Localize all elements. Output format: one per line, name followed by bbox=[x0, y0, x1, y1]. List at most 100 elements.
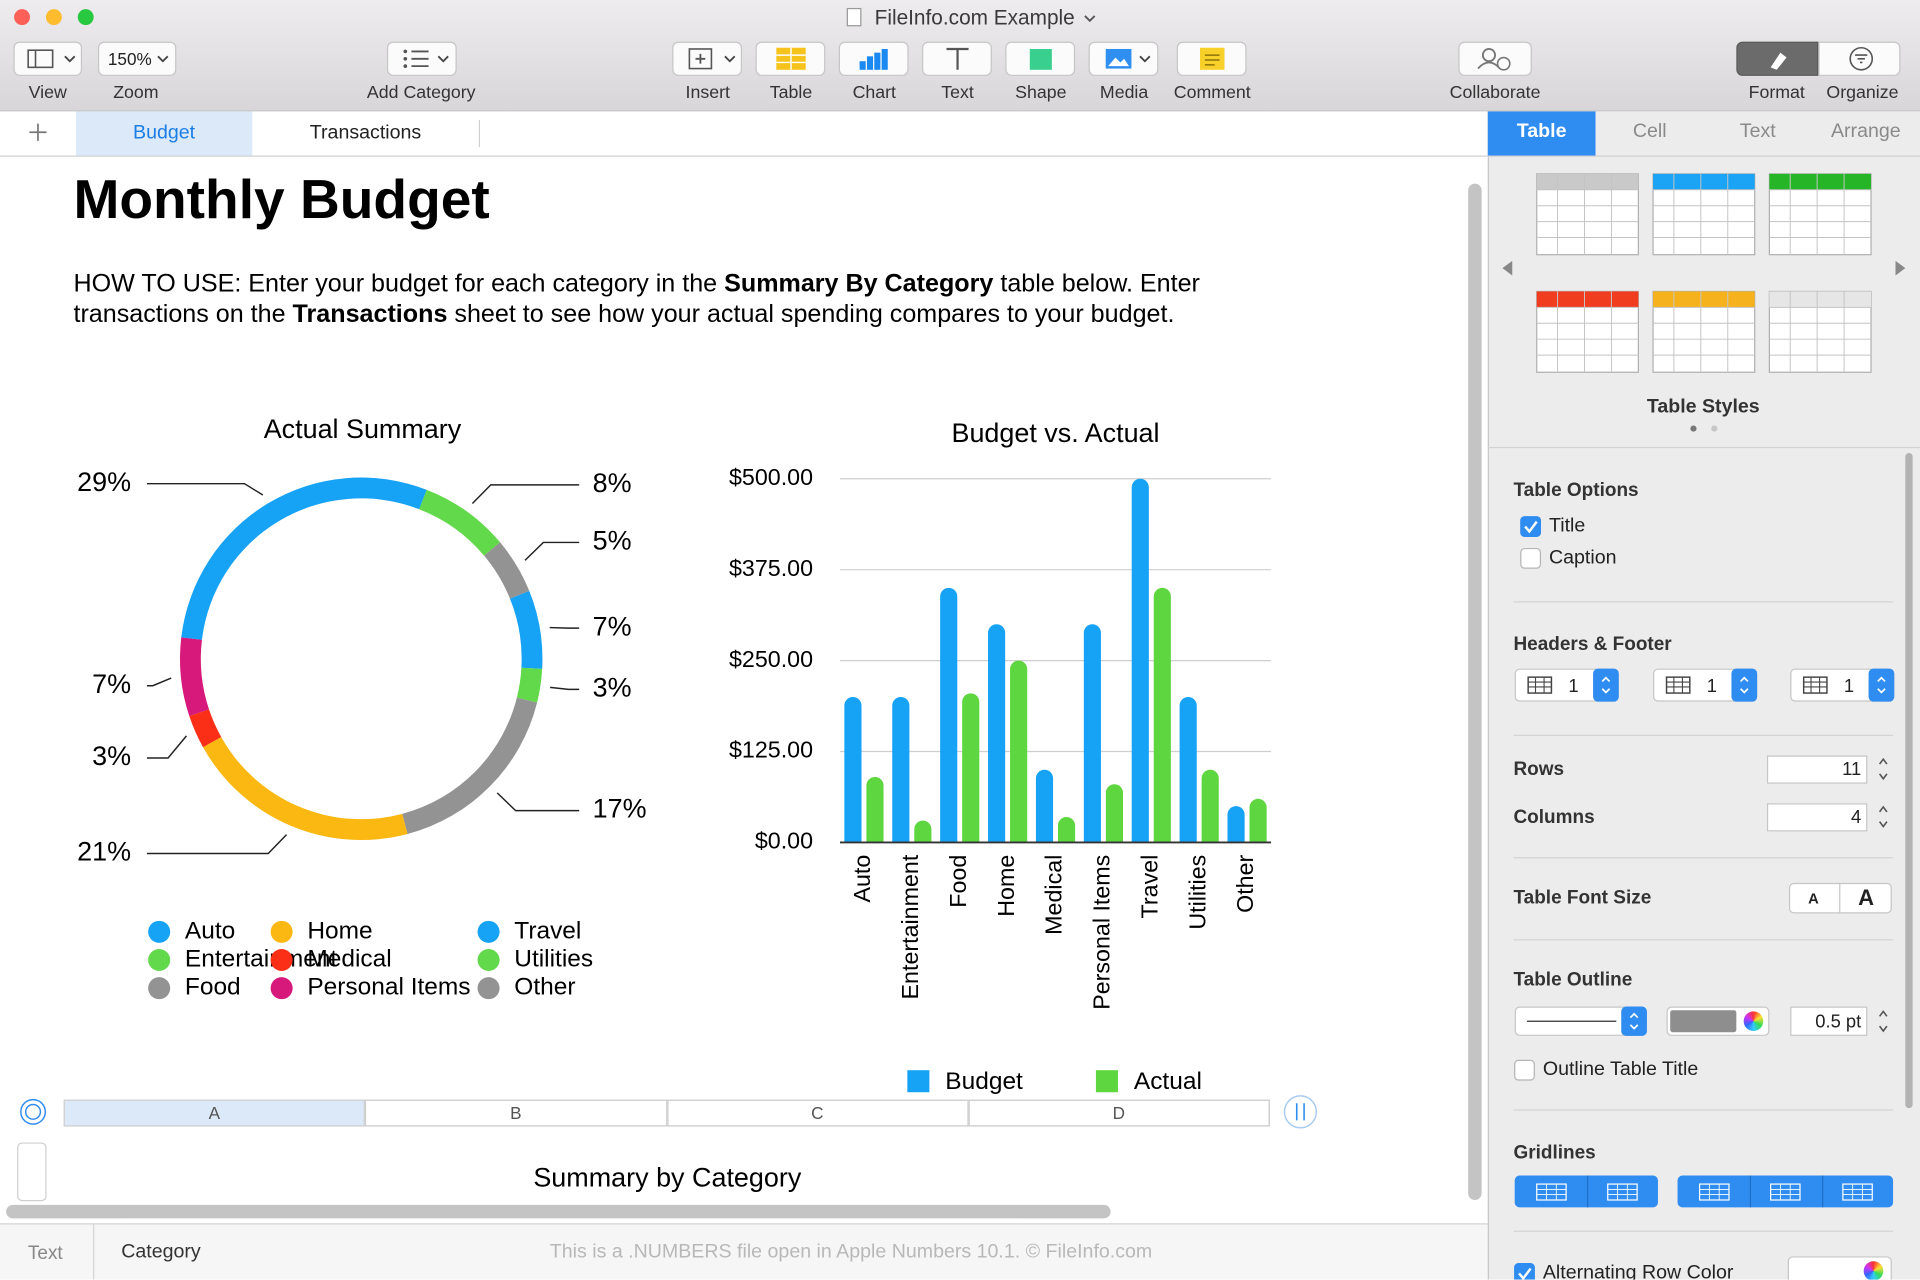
x-tick-label: Travel bbox=[1136, 855, 1162, 919]
leader-line bbox=[471, 484, 580, 504]
segmented-format[interactable] bbox=[1736, 41, 1819, 76]
legend-swatch bbox=[477, 948, 500, 972]
toolbar-label: Collaborate bbox=[1449, 83, 1541, 103]
leader-line bbox=[550, 686, 580, 691]
toolbar-button[interactable] bbox=[1088, 41, 1159, 76]
gridlines-divider bbox=[1822, 1175, 1824, 1208]
x-tick-label: Auto bbox=[849, 855, 875, 903]
pie-slice bbox=[484, 542, 530, 599]
legend-label: Personal Items bbox=[307, 974, 470, 1001]
instruction-run: HOW TO USE: Enter your budget for each c… bbox=[73, 269, 725, 298]
bar bbox=[892, 696, 910, 843]
bar bbox=[940, 587, 958, 843]
color-wheel[interactable] bbox=[1743, 1011, 1764, 1032]
toolbar-button[interactable] bbox=[1458, 41, 1532, 76]
toolbar-button[interactable] bbox=[755, 41, 826, 76]
outline-width-value: 0.5 pt bbox=[1815, 1010, 1862, 1032]
section-heading: Gridlines bbox=[1513, 1141, 1596, 1163]
legend-label: Actual bbox=[1134, 1068, 1202, 1095]
column-header[interactable] bbox=[968, 1099, 1270, 1127]
column-letter: B bbox=[510, 1102, 522, 1123]
toolbar-label: Add Category bbox=[366, 83, 476, 103]
leader-line bbox=[146, 482, 264, 496]
legend-swatch bbox=[477, 920, 500, 943]
column-header[interactable] bbox=[666, 1099, 969, 1127]
pie-value-label: 17% bbox=[593, 794, 647, 824]
field-label: Columns bbox=[1513, 806, 1595, 828]
bar bbox=[1131, 478, 1149, 843]
bar bbox=[1201, 769, 1219, 843]
status-bar bbox=[0, 1223, 1488, 1280]
status-cell: Text bbox=[27, 1242, 63, 1264]
row-handle[interactable] bbox=[17, 1142, 47, 1202]
y-tick-label: $375.00 bbox=[729, 555, 813, 581]
toolbar-label: Comment bbox=[1173, 83, 1251, 103]
status-note: This is a .NUMBERS file open in Apple Nu… bbox=[549, 1241, 1153, 1263]
bar bbox=[1227, 806, 1245, 843]
column-letter: D bbox=[1112, 1102, 1126, 1123]
gridlines-divider bbox=[1749, 1175, 1752, 1208]
toolbar-button[interactable] bbox=[672, 41, 743, 76]
x-tick-label: Entertainment bbox=[897, 854, 923, 999]
toolbar-label: Zoom bbox=[113, 83, 159, 103]
document-title: Monthly Budget bbox=[73, 167, 490, 231]
section-divider bbox=[1513, 601, 1894, 603]
header-footer-value: 1 bbox=[1706, 675, 1717, 697]
toolbar-button[interactable] bbox=[838, 41, 909, 76]
pie-slice bbox=[181, 477, 427, 640]
status-cell: Category bbox=[121, 1241, 201, 1263]
segmented-organize[interactable] bbox=[1818, 41, 1901, 76]
pie-value-label: 8% bbox=[593, 468, 632, 498]
legend-swatch bbox=[148, 977, 171, 1000]
bar bbox=[844, 696, 862, 843]
pie-slice bbox=[180, 637, 210, 716]
sheet-tab[interactable] bbox=[75, 111, 253, 156]
bar bbox=[866, 776, 884, 843]
font-size-buttons[interactable] bbox=[1788, 882, 1892, 914]
checkbox-label: Outline Table Title bbox=[1542, 1059, 1699, 1080]
table-styles-label: Table Styles bbox=[1646, 396, 1760, 418]
x-tick-label: Other bbox=[1232, 854, 1258, 912]
font-size-divider bbox=[1839, 882, 1841, 914]
legend-swatch bbox=[270, 977, 293, 1000]
bar bbox=[914, 820, 932, 843]
bar bbox=[1105, 784, 1123, 843]
window-title: FileInfo.com Example bbox=[874, 6, 1075, 30]
section-divider bbox=[1513, 857, 1894, 859]
pie-slice bbox=[516, 667, 543, 703]
legend-label: Food bbox=[185, 974, 241, 1001]
inspector-scrollbar bbox=[1905, 453, 1913, 1109]
legend-swatch bbox=[477, 977, 500, 1000]
status-separator bbox=[93, 1223, 95, 1280]
toolbar-label: Chart bbox=[852, 83, 897, 103]
checkbox-label: Caption bbox=[1548, 547, 1617, 569]
toolbar-button[interactable] bbox=[1176, 41, 1247, 76]
rows-field bbox=[1766, 755, 1868, 784]
pie-slice bbox=[189, 709, 222, 748]
column-header[interactable] bbox=[63, 1099, 366, 1127]
section-divider bbox=[1513, 939, 1894, 941]
section-divider bbox=[1513, 734, 1894, 736]
legend-swatch bbox=[1095, 1070, 1118, 1093]
pie-slice bbox=[509, 590, 543, 669]
inspector-tab[interactable] bbox=[1487, 111, 1596, 156]
rows-value: 11 bbox=[1842, 758, 1862, 780]
inspector-tab-label: Cell bbox=[1632, 121, 1667, 143]
header-footer-value: 1 bbox=[1843, 675, 1855, 697]
leader-line bbox=[146, 834, 288, 855]
columns-field bbox=[1766, 803, 1868, 832]
x-tick-label: Utilities bbox=[1184, 855, 1210, 930]
pie-value-label: 29% bbox=[77, 467, 131, 497]
toolbar-button[interactable] bbox=[1005, 41, 1076, 76]
pie-slice bbox=[402, 697, 538, 834]
legend-label: Entertainment bbox=[185, 945, 338, 972]
column-header[interactable] bbox=[365, 1099, 667, 1127]
color-wheel[interactable] bbox=[1863, 1261, 1884, 1280]
gridlines-buttons[interactable] bbox=[1677, 1175, 1894, 1208]
checkbox-label: Alternating Row Color bbox=[1542, 1262, 1734, 1280]
toolbar-button[interactable] bbox=[922, 41, 992, 76]
sheet-tab-label: Budget bbox=[133, 122, 196, 144]
chart-title: Budget vs. Actual bbox=[951, 418, 1159, 448]
x-tick-label: Home bbox=[993, 855, 1019, 917]
pie-slice bbox=[419, 489, 501, 556]
